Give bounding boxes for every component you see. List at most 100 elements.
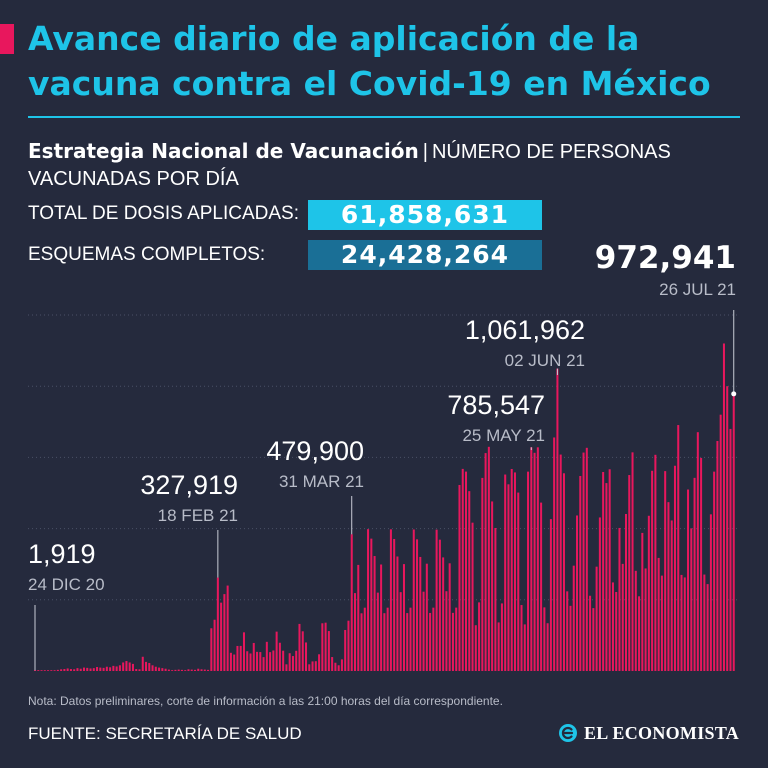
logo-text: EL ECONOMISTA	[584, 722, 740, 743]
bar	[314, 661, 317, 671]
bar	[709, 514, 712, 671]
bar	[360, 613, 363, 671]
bar	[43, 670, 46, 671]
bar	[50, 670, 53, 671]
bar	[56, 669, 59, 671]
bar	[216, 577, 219, 671]
bar	[76, 668, 79, 671]
complete-schemes-value: 24,428,264	[308, 240, 542, 270]
bar	[190, 669, 193, 671]
bar	[517, 492, 520, 671]
bar	[37, 670, 40, 671]
bars	[34, 343, 735, 671]
bar	[288, 653, 291, 671]
bar	[200, 669, 203, 671]
bar	[73, 669, 76, 671]
bar	[497, 622, 500, 671]
bar	[461, 468, 464, 671]
bar	[500, 603, 503, 671]
bar	[510, 468, 513, 671]
bar	[272, 650, 275, 671]
bar	[259, 652, 262, 671]
bar	[491, 501, 494, 671]
chart-title: Avance diario de aplicación de la vacuna…	[28, 19, 711, 103]
bar	[334, 662, 337, 671]
bar	[448, 563, 451, 671]
bar	[239, 645, 242, 671]
bar	[265, 641, 268, 671]
bar	[445, 591, 448, 671]
bar	[89, 668, 92, 671]
bar	[389, 529, 392, 671]
bar	[664, 471, 667, 671]
bar	[86, 667, 89, 671]
bar	[69, 669, 72, 671]
el-economista-logo: EL ECONOMISTA	[558, 721, 744, 745]
el-economista-e-icon	[559, 724, 577, 742]
bar	[474, 625, 477, 671]
bar	[471, 522, 474, 671]
bar	[210, 628, 213, 671]
annotation-date: 24 DIC 20	[28, 575, 105, 594]
bar	[47, 670, 50, 671]
bar	[530, 447, 533, 671]
annotation-value: 327,919	[140, 470, 238, 500]
bar	[370, 538, 373, 671]
total-doses-label: TOTAL DE DOSIS APLICADAS:	[28, 203, 300, 224]
bar	[282, 650, 285, 671]
bar	[99, 667, 102, 671]
bar	[690, 528, 693, 671]
bar	[569, 605, 572, 671]
bar	[481, 477, 484, 671]
bar	[350, 534, 353, 671]
bar	[308, 664, 311, 671]
bar	[363, 607, 366, 671]
bar	[105, 666, 108, 671]
bar	[680, 574, 683, 671]
bar	[327, 631, 330, 671]
data-source: FUENTE: SECRETARÍA DE SALUD	[28, 724, 302, 743]
bar	[406, 613, 409, 671]
bar	[112, 665, 115, 671]
annotation-dot	[731, 391, 737, 397]
bar	[442, 557, 445, 671]
bar	[256, 651, 259, 671]
bar	[615, 592, 618, 671]
bar	[396, 556, 399, 671]
bar	[729, 428, 732, 671]
bar	[621, 563, 624, 671]
bar	[82, 667, 85, 671]
bar	[184, 670, 187, 671]
bar	[291, 656, 294, 671]
bar	[66, 668, 69, 671]
bar	[109, 667, 112, 671]
bar	[687, 489, 690, 671]
bar	[549, 519, 552, 671]
bar	[465, 471, 468, 671]
bar	[79, 668, 82, 671]
total-doses-value: 61,858,631	[308, 200, 542, 230]
bar	[644, 568, 647, 671]
bar	[484, 453, 487, 671]
bar	[151, 665, 154, 671]
bar	[654, 454, 657, 671]
bar	[275, 631, 278, 671]
bar	[605, 483, 608, 671]
bar	[340, 659, 343, 671]
bar	[174, 669, 177, 671]
bar	[138, 669, 141, 671]
bar	[422, 591, 425, 671]
bar	[226, 585, 229, 671]
bar	[203, 669, 206, 671]
bar	[347, 620, 350, 671]
annotation-value: 972,941	[595, 240, 736, 276]
bar	[624, 513, 628, 671]
bar	[161, 668, 164, 671]
bar	[527, 471, 530, 671]
bar	[487, 446, 490, 671]
bar	[131, 663, 134, 671]
bar	[402, 564, 405, 671]
bar	[592, 608, 595, 671]
bar	[602, 472, 605, 671]
bar	[726, 386, 729, 671]
